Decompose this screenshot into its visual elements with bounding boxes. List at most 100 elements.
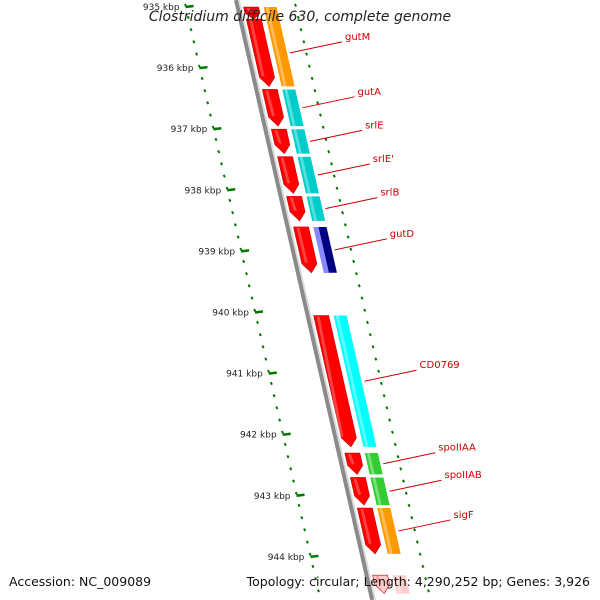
scale-dot — [200, 76, 204, 81]
gene-label: spoIIAA — [438, 443, 476, 454]
gene-features — [243, 6, 391, 595]
scale-dot — [239, 247, 243, 251]
scale-dot — [280, 430, 284, 434]
cog-bar — [364, 453, 383, 475]
scale-dot — [310, 76, 314, 81]
scale-dot — [379, 381, 383, 386]
scale-dot — [305, 540, 309, 544]
scale-dot — [253, 308, 257, 312]
gene-arrow-shine — [280, 157, 291, 184]
gene-arrow-shine — [265, 90, 275, 117]
gene-label: CD0769 — [420, 360, 460, 371]
scale-dot — [250, 296, 254, 300]
scale-dot — [393, 442, 397, 447]
scale-dot — [366, 320, 370, 325]
scale-dot — [399, 467, 403, 471]
scale-dot — [286, 454, 290, 459]
gene-label: srlE' — [373, 154, 394, 165]
scale-dot — [418, 552, 422, 556]
scale-dot — [264, 357, 268, 361]
scale-dot — [195, 52, 199, 56]
scale-dot — [316, 589, 320, 593]
cog-bar — [266, 19, 295, 87]
scale-dot — [402, 479, 406, 483]
scale-dot — [292, 479, 296, 483]
kbp-tick — [310, 554, 319, 559]
scale-dot — [424, 576, 428, 581]
scale-dot — [242, 259, 246, 264]
scale-dot — [244, 271, 248, 276]
scale-dot — [327, 149, 331, 154]
kbp-label: 939 kbp — [198, 247, 235, 257]
scale-dot — [385, 406, 389, 410]
gene-label: srlB — [380, 188, 399, 199]
label-leader — [289, 41, 343, 54]
backbone-highlight — [238, 0, 376, 600]
scale-dot — [413, 528, 417, 532]
cog-bar — [392, 575, 410, 594]
gene-arrow-shine — [289, 197, 298, 211]
kbp-tick — [268, 371, 277, 375]
scale-dot — [343, 223, 347, 227]
scale-dot — [189, 27, 193, 32]
scale-dot — [300, 515, 304, 520]
scale-dot — [341, 210, 345, 215]
scale-dot — [316, 101, 320, 105]
scale-dot — [233, 223, 237, 227]
scale-dot — [311, 564, 315, 569]
cog-bar — [306, 196, 326, 221]
gene-label: spoIIAB — [445, 470, 482, 481]
cog-bar-shine — [284, 89, 296, 127]
accession-text: Accession: NC_009089 — [9, 574, 152, 589]
kbp-label: 940 kbp — [212, 309, 249, 319]
scale-dot — [258, 332, 262, 337]
genome-backbone — [234, 0, 376, 600]
scale-dot — [338, 198, 342, 203]
kbp-tick — [213, 126, 222, 131]
cog-bar-shine — [308, 196, 318, 221]
label-leader — [334, 238, 387, 251]
cog-bar-shine — [293, 129, 302, 154]
scale-dot — [256, 320, 260, 325]
scale-dot — [368, 332, 372, 337]
scale-dot — [236, 235, 240, 239]
scale-dot — [332, 174, 336, 178]
kbp-tick — [296, 493, 305, 498]
scale-dot — [371, 345, 375, 349]
scale-dot — [261, 345, 265, 349]
gene-arrow-shine — [360, 509, 372, 544]
scale-dot — [272, 393, 276, 398]
cog-bar-shine — [394, 575, 402, 594]
scale-dot — [294, 3, 298, 7]
scale-dot — [208, 113, 212, 117]
cog-bar-edge — [313, 226, 329, 273]
scale-dot — [321, 125, 325, 129]
genome-summary-text: Topology: circular; Length: 4,290,252 bp… — [246, 574, 590, 589]
scale-dot — [186, 15, 190, 20]
scale-dot — [410, 515, 414, 520]
gene-arrow-shine — [296, 227, 308, 263]
scale-dot — [426, 589, 430, 593]
scale-dot — [388, 418, 392, 422]
scale-dot — [275, 406, 279, 410]
scale-dot — [302, 40, 306, 44]
kbp-tick — [227, 188, 236, 192]
gene-arrow-shine — [249, 20, 265, 77]
gene-arrow — [261, 89, 284, 127]
scale-dot — [269, 381, 273, 386]
kbp-label: 944 kbp — [268, 553, 305, 563]
scale-dot — [363, 308, 367, 312]
scale-dot — [206, 101, 210, 105]
scale-dot — [297, 503, 301, 508]
scale-dot — [308, 552, 312, 556]
cog-bar-shine — [379, 508, 393, 554]
scale-dot — [404, 491, 408, 495]
scale-dot — [220, 162, 224, 166]
scale-dot — [294, 491, 298, 495]
gene-arrow-shine — [375, 576, 382, 584]
kbp-label: 941 kbp — [226, 370, 263, 380]
scale-dot — [377, 369, 381, 373]
scale-dot — [352, 259, 356, 264]
scale-dot — [222, 174, 226, 178]
